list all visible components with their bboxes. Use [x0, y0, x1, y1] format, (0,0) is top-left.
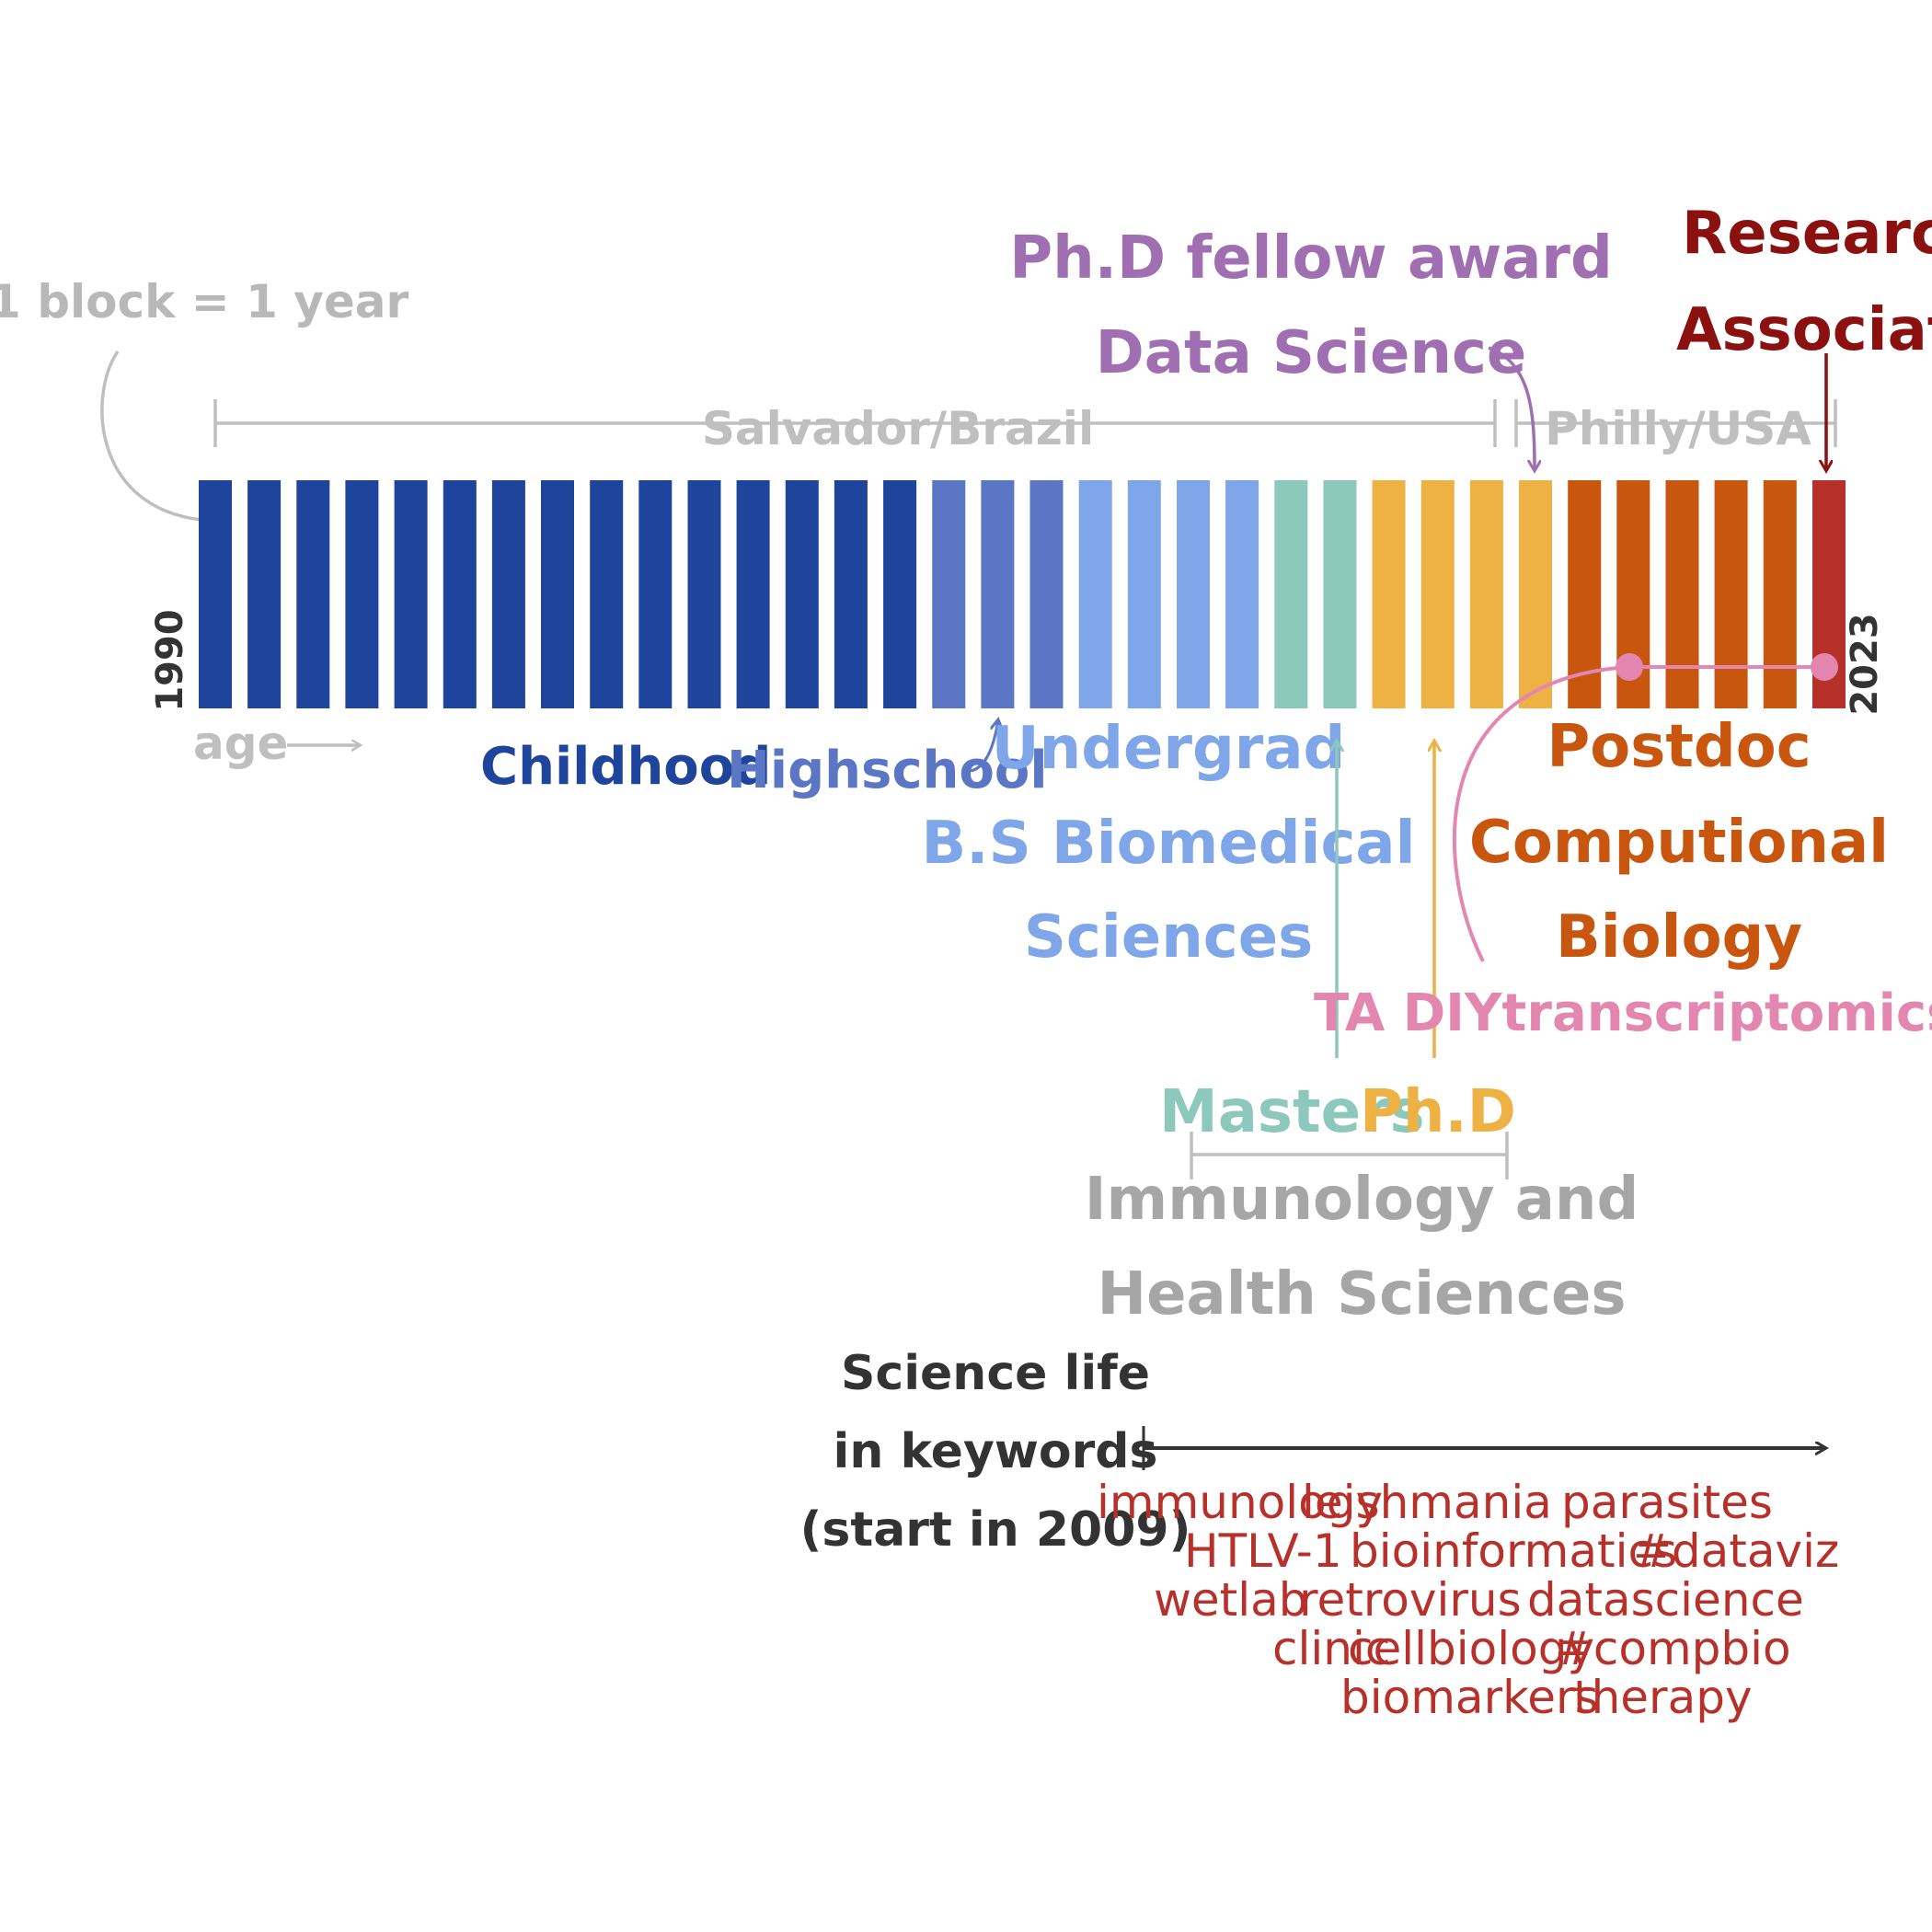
year-block-1997 [541, 480, 574, 708]
postdoc-line3: Biology [1556, 903, 1802, 972]
year-block-1993 [345, 480, 379, 708]
year-block-2009 [1127, 480, 1161, 708]
keyword: biomarkers [1340, 1671, 1599, 1724]
keyword: wetlab [1154, 1573, 1308, 1627]
year-block-2015 [1420, 480, 1455, 708]
year-block-1996 [491, 480, 525, 708]
year-block-2000 [687, 480, 721, 708]
highschool-arrow [970, 719, 998, 773]
year-block-1995 [443, 480, 477, 708]
keyword-cloud: immunology leishmania parasites HTLV-1 b… [1097, 1476, 1839, 1724]
year-block-2013 [1323, 480, 1357, 708]
ta-end-dot [1811, 653, 1838, 681]
year-block-1998 [590, 480, 624, 708]
year-blocks [199, 480, 1846, 708]
research-line2: Associate [1676, 296, 1932, 364]
keyword: parasites [1561, 1476, 1773, 1529]
keyword: #compbio [1555, 1622, 1791, 1675]
grad-program-line1: Immunology and [1085, 1166, 1639, 1234]
postdoc-line2: Computional [1469, 809, 1889, 877]
location-label-usa: Philly/USA [1545, 402, 1811, 455]
ta-note: TA DIYtranscriptomics.com [1314, 983, 1932, 1043]
ta-start-dot [1616, 653, 1643, 681]
ta-connector [1452, 665, 1824, 962]
year-block-2004 [883, 480, 917, 708]
keyword: leishmania [1302, 1476, 1552, 1529]
age-label: age [193, 717, 288, 770]
stage-undergrad: Undergrad [992, 715, 1346, 783]
award-arrow [1488, 346, 1535, 471]
year-block-2005 [932, 480, 966, 708]
year-block-2016 [1469, 480, 1503, 708]
keyword: datascience [1527, 1573, 1804, 1627]
research-line1: Research [1682, 200, 1932, 268]
postdoc-line1: Postdoc [1547, 713, 1811, 781]
keyword: retrovirus [1299, 1573, 1522, 1627]
year-block-1999 [638, 480, 673, 708]
keywords-title-line1: Science life [841, 1346, 1150, 1401]
year-block-2022 [1763, 480, 1797, 708]
year-block-1990 [199, 480, 232, 708]
keyword: clinic [1272, 1622, 1390, 1675]
year-block-1992 [296, 480, 330, 708]
keywords-title-line2: in keywords [834, 1424, 1158, 1479]
year-block-2020 [1665, 480, 1699, 708]
year-block-2011 [1225, 480, 1259, 708]
year-block-2021 [1714, 480, 1748, 708]
block-legend-note: 1 block = 1 year [0, 275, 409, 328]
location-bracket-usa [1514, 399, 1837, 447]
keyword: therapy [1573, 1671, 1753, 1724]
year-block-1994 [394, 480, 428, 708]
start-year-label: 1990 [149, 609, 191, 711]
year-block-2007 [1029, 480, 1064, 708]
year-block-2006 [981, 480, 1015, 708]
undergrad-line2: Sciences [1024, 903, 1313, 972]
keyword: cellbiology [1348, 1622, 1594, 1675]
year-block-2002 [785, 480, 819, 708]
grad-program-bracket [1190, 1132, 1509, 1179]
legend-arrow [100, 351, 213, 521]
keywords-title-line3: (start in 2009) [800, 1502, 1191, 1558]
year-block-2012 [1274, 480, 1308, 708]
stage-phd: Ph.D [1360, 1078, 1516, 1146]
award-line1: Ph.D fellow award [1009, 224, 1613, 293]
award-line2: Data Science [1096, 319, 1527, 387]
stage-highschool: Highschool [727, 741, 1048, 800]
end-year-label: 2023 [1844, 613, 1886, 715]
year-block-2008 [1078, 480, 1112, 708]
stage-childhood: Childhood [480, 737, 771, 797]
keyword: immunology [1097, 1476, 1383, 1529]
stage-masters: Masters [1159, 1078, 1425, 1146]
year-block-2001 [736, 480, 770, 708]
year-block-2017 [1519, 480, 1552, 708]
undergrad-line1: B.S Biomedical [921, 810, 1415, 878]
keyword: #dataviz [1633, 1524, 1839, 1578]
year-block-2014 [1372, 480, 1406, 708]
grad-program-line2: Health Sciences [1098, 1260, 1627, 1328]
keyword: bioinformatics [1350, 1524, 1677, 1578]
location-bracket-brazil [213, 399, 1497, 447]
location-label-brazil: Salvador/Brazil [702, 402, 1094, 455]
year-block-2003 [834, 480, 868, 708]
keyword: HTLV-1 [1184, 1524, 1342, 1578]
year-block-1991 [247, 480, 282, 708]
year-block-2010 [1177, 480, 1210, 708]
